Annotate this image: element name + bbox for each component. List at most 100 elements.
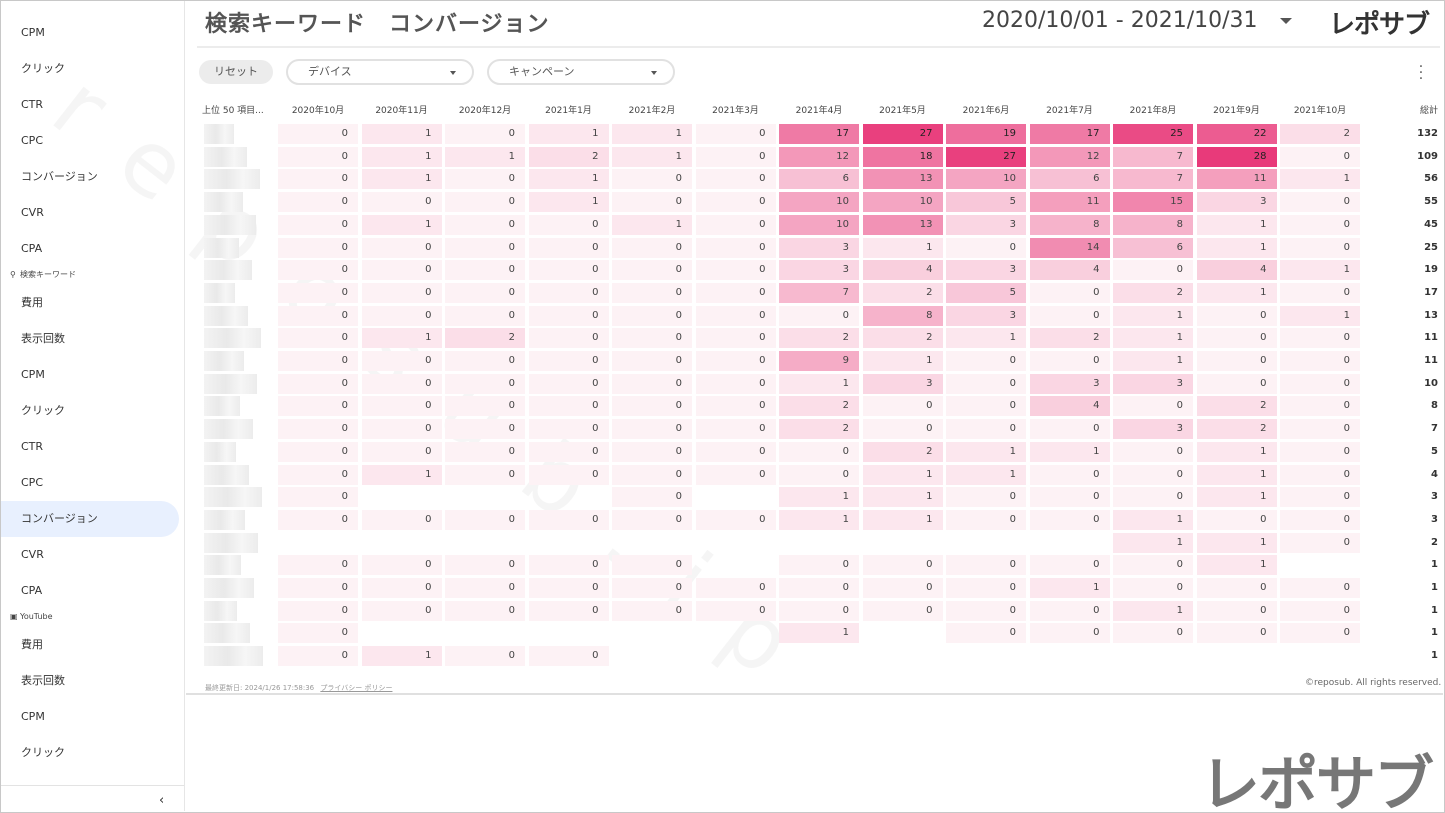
date-range-value[interactable]: 2020/10/01 - 2021/10/31 <box>982 8 1258 33</box>
keyword-cell-redacted[interactable] <box>204 146 247 167</box>
sidebar-item[interactable]: CTR <box>21 440 44 453</box>
column-header-total[interactable]: 総計 <box>1419 106 1438 116</box>
table-cell: 0 <box>862 396 943 417</box>
column-header-month[interactable]: 2021年2月 <box>628 106 676 116</box>
keyword-cell-redacted[interactable] <box>204 578 254 598</box>
row-total: 2 <box>1431 536 1438 548</box>
row-total: 1 <box>1431 582 1438 593</box>
keyword-cell-redacted[interactable] <box>204 305 248 326</box>
column-header-month[interactable]: 2021年5月 <box>879 106 926 116</box>
table-cell: 8 <box>1113 214 1193 235</box>
keyword-cell-redacted[interactable] <box>204 192 243 213</box>
column-header-keyword[interactable]: 上位 50 項目... <box>202 106 264 116</box>
keyword-cell-redacted[interactable] <box>204 373 257 394</box>
table-cell: 0 <box>528 396 609 417</box>
table-cell: 0 <box>278 351 358 371</box>
caret-down-icon[interactable] <box>1280 18 1292 24</box>
table-cell: 0 <box>1029 623 1110 644</box>
table-cell: 0 <box>445 509 525 530</box>
table-cell: 1 <box>946 441 1026 462</box>
sidebar-item[interactable]: クリック <box>21 404 65 417</box>
keyword-cell-redacted[interactable] <box>204 419 253 440</box>
chevron-left-icon[interactable]: ‹ <box>159 793 165 808</box>
table-cell: 0 <box>528 600 609 621</box>
column-header-month[interactable]: 2021年1月 <box>545 106 592 116</box>
column-header-month[interactable]: 2021年7月 <box>1046 106 1093 116</box>
sidebar-item[interactable]: 費用 <box>21 296 43 309</box>
column-header-month[interactable]: 2020年10月 <box>291 106 345 116</box>
table-cell: 0 <box>278 328 358 349</box>
sidebar-item[interactable]: 表示回数 <box>21 332 65 345</box>
column-header-month[interactable]: 2021年10月 <box>1293 106 1347 116</box>
keyword-cell-redacted[interactable] <box>204 260 252 281</box>
keyword-cell-redacted[interactable] <box>204 646 263 667</box>
column-header-month[interactable]: 2021年9月 <box>1213 106 1260 116</box>
keyword-cell-redacted[interactable] <box>204 532 258 553</box>
table-cell: 1 <box>361 464 442 485</box>
column-header-month[interactable]: 2021年6月 <box>962 106 1010 116</box>
sidebar-item[interactable]: クリック <box>21 746 65 759</box>
table-cell: 1 <box>946 464 1026 485</box>
table-cell: 4 <box>862 260 943 281</box>
keyword-cell-redacted[interactable] <box>204 169 260 190</box>
sidebar-item[interactable]: 表示回数 <box>21 674 65 687</box>
table-cell: 0 <box>1029 419 1110 440</box>
table-cell: 1 <box>1113 532 1193 553</box>
sidebar-item[interactable]: CPM <box>21 26 45 39</box>
table-cell: 17 <box>779 124 859 144</box>
keyword-cell-redacted[interactable] <box>204 396 240 417</box>
keyword-cell-redacted[interactable] <box>204 124 234 144</box>
sidebar-item[interactable]: CPA <box>21 242 43 255</box>
keyword-cell-redacted[interactable] <box>204 487 262 508</box>
keyword-cell-redacted[interactable] <box>204 464 249 485</box>
keyword-cell-redacted[interactable] <box>204 351 244 371</box>
keyword-cell-redacted[interactable] <box>204 441 236 462</box>
row-total: 10 <box>1424 377 1438 389</box>
table-cell: 3 <box>1029 373 1110 394</box>
sidebar-item[interactable]: コンバージョン <box>1 501 179 537</box>
keyword-cell-redacted[interactable] <box>204 600 237 621</box>
table-cell: 2 <box>1196 396 1277 417</box>
table-cell: 0 <box>361 419 442 440</box>
table-cell: 1 <box>1196 464 1277 485</box>
column-header-month[interactable]: 2021年4月 <box>795 106 843 116</box>
table-cell: 0 <box>695 441 776 462</box>
table-cell: 0 <box>612 169 692 190</box>
sidebar-item[interactable]: CVR <box>21 548 44 561</box>
column-header-month[interactable]: 2020年11月 <box>375 106 428 116</box>
sidebar-item[interactable]: コンバージョン <box>21 170 98 183</box>
column-header-month[interactable]: 2021年3月 <box>712 106 759 116</box>
sidebar-item[interactable]: CPC <box>21 476 43 489</box>
table-cell: 0 <box>695 464 776 485</box>
sidebar-item[interactable]: CPM <box>21 368 45 381</box>
keyword-cell-redacted[interactable] <box>204 214 256 235</box>
privacy-policy-link[interactable]: プライバシー ポリシー <box>320 684 393 692</box>
campaign-dropdown[interactable]: キャンペーン <box>487 59 675 85</box>
sidebar-item[interactable]: 費用 <box>21 638 43 651</box>
sidebar-item[interactable]: クリック <box>21 62 65 75</box>
table-cell: 0 <box>445 396 525 417</box>
sidebar-item[interactable]: CVR <box>21 206 44 219</box>
keyword-cell-redacted[interactable] <box>204 555 241 576</box>
sidebar-item[interactable]: CPM <box>21 710 45 723</box>
keyword-cell-redacted[interactable] <box>204 237 239 258</box>
device-dropdown[interactable]: デバイス <box>286 59 474 85</box>
table-cell: 6 <box>779 169 859 190</box>
more-vert-icon[interactable]: · · · <box>1418 59 1424 87</box>
table-cell: 0 <box>1280 419 1360 440</box>
sidebar-item[interactable]: CTR <box>21 98 44 111</box>
column-header-month[interactable]: 2020年12月 <box>458 106 512 116</box>
keyword-cell-redacted[interactable] <box>204 282 235 303</box>
keyword-cell-redacted[interactable] <box>204 623 250 644</box>
reset-button[interactable]: リセット <box>199 60 273 84</box>
sidebar-item[interactable]: CPA <box>21 584 43 597</box>
keyword-cell-redacted[interactable] <box>204 328 261 349</box>
keyword-cell-redacted[interactable] <box>204 509 245 530</box>
sidebar-item[interactable]: CPC <box>21 134 43 147</box>
table-cell: 17 <box>1029 124 1110 144</box>
table-cell: 0 <box>528 441 609 462</box>
table-cell: 4 <box>1029 260 1110 281</box>
table-cell: 6 <box>1029 169 1110 190</box>
table-cell: 0 <box>361 600 442 621</box>
column-header-month[interactable]: 2021年8月 <box>1129 106 1177 116</box>
